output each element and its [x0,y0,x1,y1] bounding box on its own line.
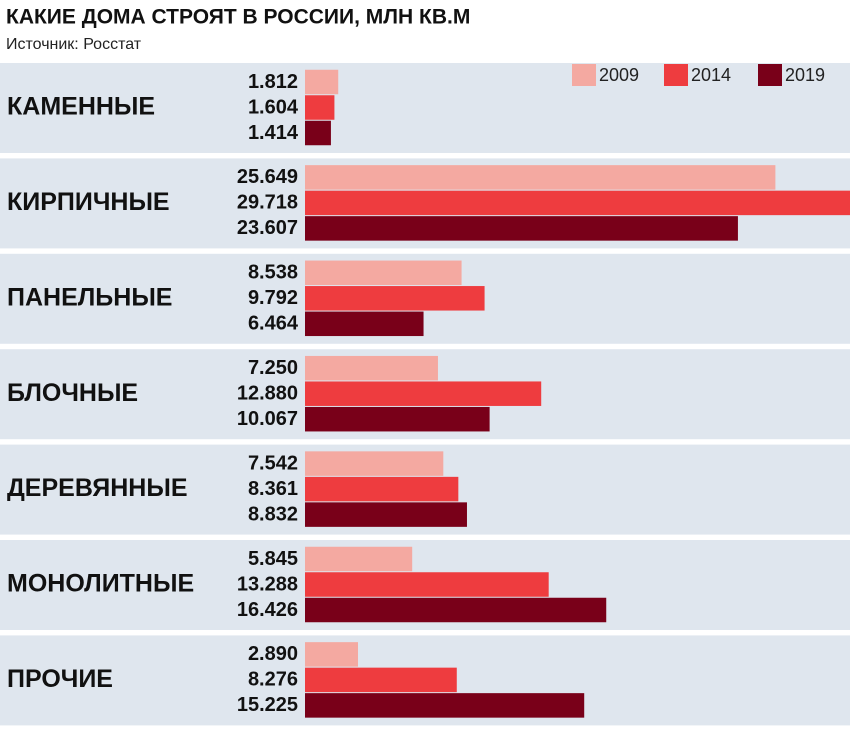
bar [305,502,467,527]
value-label: 13.288 [237,573,298,595]
value-label: 15.225 [237,694,298,716]
bar [305,693,585,718]
value-label: 8.276 [248,669,298,691]
value-label: 1.414 [248,122,299,144]
legend-label: 2014 [691,65,731,85]
value-label: 9.792 [248,287,298,309]
legend-label: 2019 [785,65,825,85]
bar [305,165,776,190]
bar [305,546,413,572]
bar [305,667,457,693]
value-label: 25.649 [237,166,298,188]
bar [305,190,850,216]
legend-label: 2009 [599,65,639,85]
bar [305,260,462,286]
bar [305,597,607,623]
category-label: МОНОЛИТНЫЕ [7,570,194,598]
category-label: ПАНЕЛЬНЫЕ [7,283,172,311]
group-band [0,63,850,153]
bar [305,406,490,432]
chart-subtitle: Источник: Росстат [6,36,142,53]
value-label: 29.718 [237,192,298,214]
value-label: 2.890 [248,643,298,665]
value-label: 12.880 [237,382,298,404]
legend-swatch [572,64,596,86]
value-label: 8.538 [248,262,298,284]
bar [305,286,485,311]
value-label: 1.812 [248,71,298,93]
bar [305,451,444,476]
value-label: 6.464 [248,313,299,335]
bar [305,476,459,502]
category-label: БЛОЧНЫЕ [7,379,138,407]
bar [305,572,549,597]
bar [305,355,438,381]
value-label: 1.604 [248,96,299,118]
bar [305,216,738,241]
bar [305,642,358,667]
value-label: 8.832 [248,503,298,525]
category-label: ПРОЧИЕ [7,665,113,693]
value-label: 5.845 [248,548,298,570]
value-label: 7.250 [248,357,298,379]
legend-swatch [758,64,782,86]
value-label: 23.607 [237,217,298,239]
category-label: ДЕРЕВЯННЫЕ [7,474,188,502]
bar [305,311,424,337]
bar [305,381,542,406]
bar [305,69,339,95]
value-label: 10.067 [237,408,298,430]
value-label: 8.361 [248,478,298,500]
bar [305,95,335,120]
value-label: 16.426 [237,599,298,621]
category-label: КИРПИЧНЫЕ [7,188,170,216]
bar [305,120,331,146]
category-label: КАМЕННЫЕ [7,93,155,121]
legend-swatch [664,64,688,86]
value-label: 7.542 [248,452,298,474]
chart-title: КАКИЕ ДОМА СТРОЯТ В РОССИИ, МЛН КВ.М [6,6,470,29]
